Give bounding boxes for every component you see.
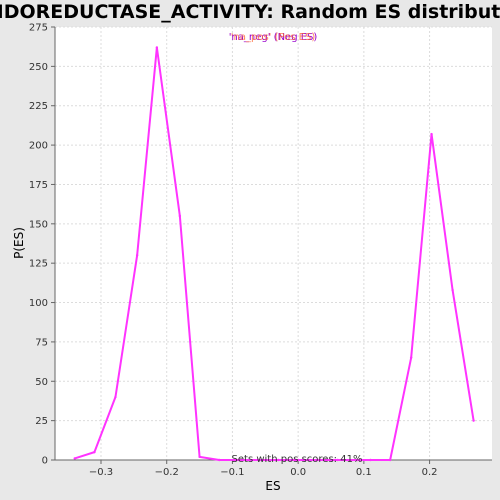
- axes: 0 25 50 75 100 125 150 175 200 225 250 275 −0.3 −0.2 −…: [29, 23, 492, 478]
- x-tick-label: 0.2: [422, 467, 438, 478]
- data-point: [388, 458, 392, 462]
- data-point: [336, 458, 339, 462]
- y-tick-label: 50: [35, 377, 48, 388]
- data-point: [93, 450, 96, 454]
- y-tick-label: 150: [29, 219, 48, 230]
- y-tick-label: 275: [29, 23, 48, 34]
- y-tick-label: 0: [42, 456, 48, 467]
- data-point: [472, 419, 475, 422]
- x-tick-label: −0.1: [220, 467, 244, 478]
- y-axis-label: P(ES): [12, 227, 26, 259]
- x-tick-label: 0.0: [290, 467, 306, 478]
- y-tick-label: 25: [35, 416, 48, 427]
- data-point: [178, 214, 182, 218]
- plot-area: [55, 27, 492, 460]
- data-point: [369, 458, 372, 462]
- y-tick-label: 225: [29, 101, 48, 112]
- x-tick-label: −0.3: [89, 467, 113, 478]
- x-axis-label: ES: [265, 479, 280, 493]
- data-point: [277, 458, 280, 462]
- annotation: Sets with pos scores: 41%: [232, 454, 363, 465]
- x-tick-label: −0.2: [155, 467, 179, 478]
- x-tick-label: 0.1: [356, 467, 372, 478]
- data-point: [73, 457, 76, 460]
- data-point: [155, 46, 159, 49]
- legend-entry: 'na_pos' (Pos ES): [231, 32, 316, 43]
- series-layer: [73, 46, 475, 462]
- y-tick-label: 250: [29, 62, 48, 73]
- data-point: [409, 356, 413, 359]
- data-point: [237, 458, 241, 462]
- y-tick-label: 200: [29, 141, 48, 152]
- data-point: [218, 458, 221, 462]
- chart-title: OXIDOREDUCTASE_ACTIVITY: Random ES distr…: [0, 1, 500, 23]
- data-point: [316, 458, 320, 462]
- legend-entry: 'na_neg' (Neg ES): [229, 32, 318, 43]
- data-point: [451, 288, 454, 292]
- legend: 'na_neg' (Neg ES)'na_pos' (Pos ES): [229, 32, 318, 43]
- data-point: [257, 458, 260, 462]
- y-tick-label: 75: [35, 337, 48, 348]
- data-point: [356, 458, 359, 462]
- grid-lines: [55, 26, 492, 460]
- data-point: [296, 458, 300, 462]
- data-point: [430, 132, 433, 136]
- data-point: [135, 254, 139, 257]
- data-point: [198, 455, 201, 459]
- y-tick-label: 100: [29, 298, 48, 309]
- y-tick-label: 125: [29, 259, 48, 270]
- data-point: [114, 395, 117, 399]
- y-tick-label: 175: [29, 180, 48, 191]
